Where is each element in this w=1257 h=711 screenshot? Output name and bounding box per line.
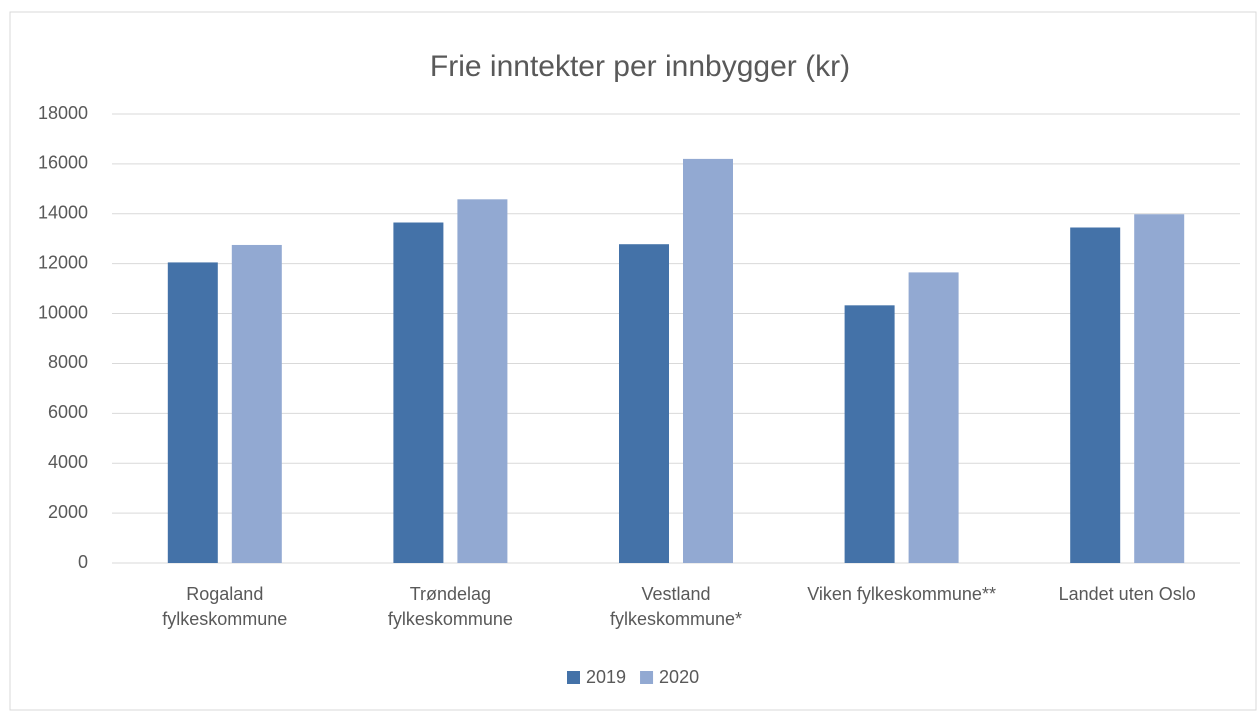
bar — [167, 262, 218, 563]
y-tick-label: 10000 — [38, 302, 88, 322]
y-tick-label: 2000 — [48, 502, 88, 522]
bar — [1070, 227, 1121, 563]
bar — [844, 305, 895, 563]
x-tick-label: Vestland fylkeskommune* — [609, 584, 743, 629]
y-tick-label: 14000 — [38, 203, 88, 223]
x-tick-label: Trøndelag fylkeskommune — [387, 584, 513, 629]
y-tick-label: 12000 — [38, 252, 88, 272]
y-tick-label: 4000 — [48, 452, 88, 472]
y-tick-label: 0 — [78, 552, 88, 572]
y-tick-label: 18000 — [38, 103, 88, 123]
legend-label: 2019 — [586, 667, 626, 687]
x-tick-label: Landet uten Oslo — [1058, 584, 1196, 604]
bar — [683, 158, 733, 563]
legend-swatch — [567, 671, 580, 684]
bar — [457, 199, 508, 563]
y-tick-label: 6000 — [48, 402, 88, 422]
legend-swatch — [640, 671, 654, 684]
bar — [231, 244, 282, 564]
y-tick-label: 16000 — [38, 153, 88, 173]
bar — [619, 244, 669, 563]
bar — [1134, 214, 1185, 563]
bar — [393, 222, 444, 563]
legend-label: 2020 — [659, 667, 699, 687]
x-tick-label: Viken fylkeskommune** — [807, 584, 996, 604]
x-tick-label: Rogaland fylkeskommune — [162, 584, 288, 629]
chart-title: Frie inntekter per innbygger (kr) — [430, 50, 850, 83]
bar — [908, 272, 959, 563]
y-tick-label: 8000 — [48, 352, 88, 372]
